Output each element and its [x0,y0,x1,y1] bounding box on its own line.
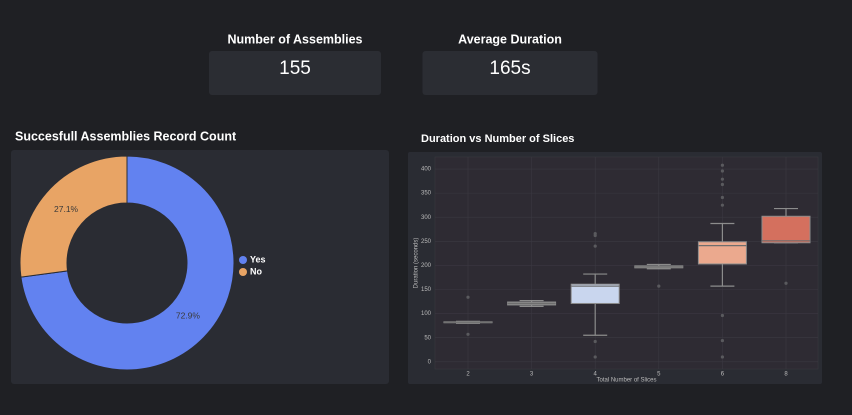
box-title: Duration vs Number of Slices [421,133,574,145]
pie-title: Succesfull Assemblies Record Count [15,129,237,143]
outlier [593,355,597,359]
kpi-label: Number of Assemblies [228,32,363,46]
outlier [720,355,725,359]
x-tick-label: 4 [594,372,598,378]
y-axis-label: Duration (seconds) [414,238,420,289]
legend-label: Yes [250,254,266,264]
y-tick-label: 150 [421,287,432,293]
legend-swatch [239,268,247,276]
outlier [593,244,597,248]
x-tick-label: 8 [784,372,788,378]
y-tick-label: 0 [428,359,432,365]
legend-label: No [250,266,262,276]
kpi-value: 165s [489,58,530,79]
kpi-value: 155 [279,58,311,79]
outlier [593,233,597,238]
y-tick-label: 200 [421,263,432,269]
kpi-card [209,51,381,95]
x-tick-label: 2 [466,372,470,378]
outlier [720,203,725,207]
outlier [720,177,725,181]
y-tick-label: 400 [421,167,432,173]
y-tick-label: 50 [424,335,431,341]
outlier [720,338,725,343]
y-tick-label: 100 [421,311,432,317]
y-tick-label: 350 [421,191,432,197]
box [761,215,811,244]
pie-slice [20,155,235,371]
box [697,241,747,265]
outlier [720,169,725,173]
outlier [593,339,597,344]
kpi-card [422,51,598,95]
x-axis-label: Total Number of Slices [596,378,656,384]
pie-slice [19,155,128,278]
legend-swatch [239,256,247,264]
slice-label: 72.9% [176,311,201,321]
slice-label: 27.1% [54,204,79,214]
outlier [784,281,788,285]
outlier [720,313,725,318]
outlier [466,295,470,299]
outlier [720,195,725,200]
y-tick-label: 250 [421,239,432,245]
x-tick-label: 6 [721,372,725,378]
plot-area [434,156,819,370]
outlier [720,163,725,167]
box [570,283,620,304]
outlier [466,332,470,336]
kpi-label: Average Duration [458,32,562,46]
x-tick-label: 3 [530,372,534,378]
outlier [657,284,661,288]
outlier [720,182,725,187]
y-tick-label: 300 [421,215,432,221]
x-tick-label: 5 [657,372,661,378]
